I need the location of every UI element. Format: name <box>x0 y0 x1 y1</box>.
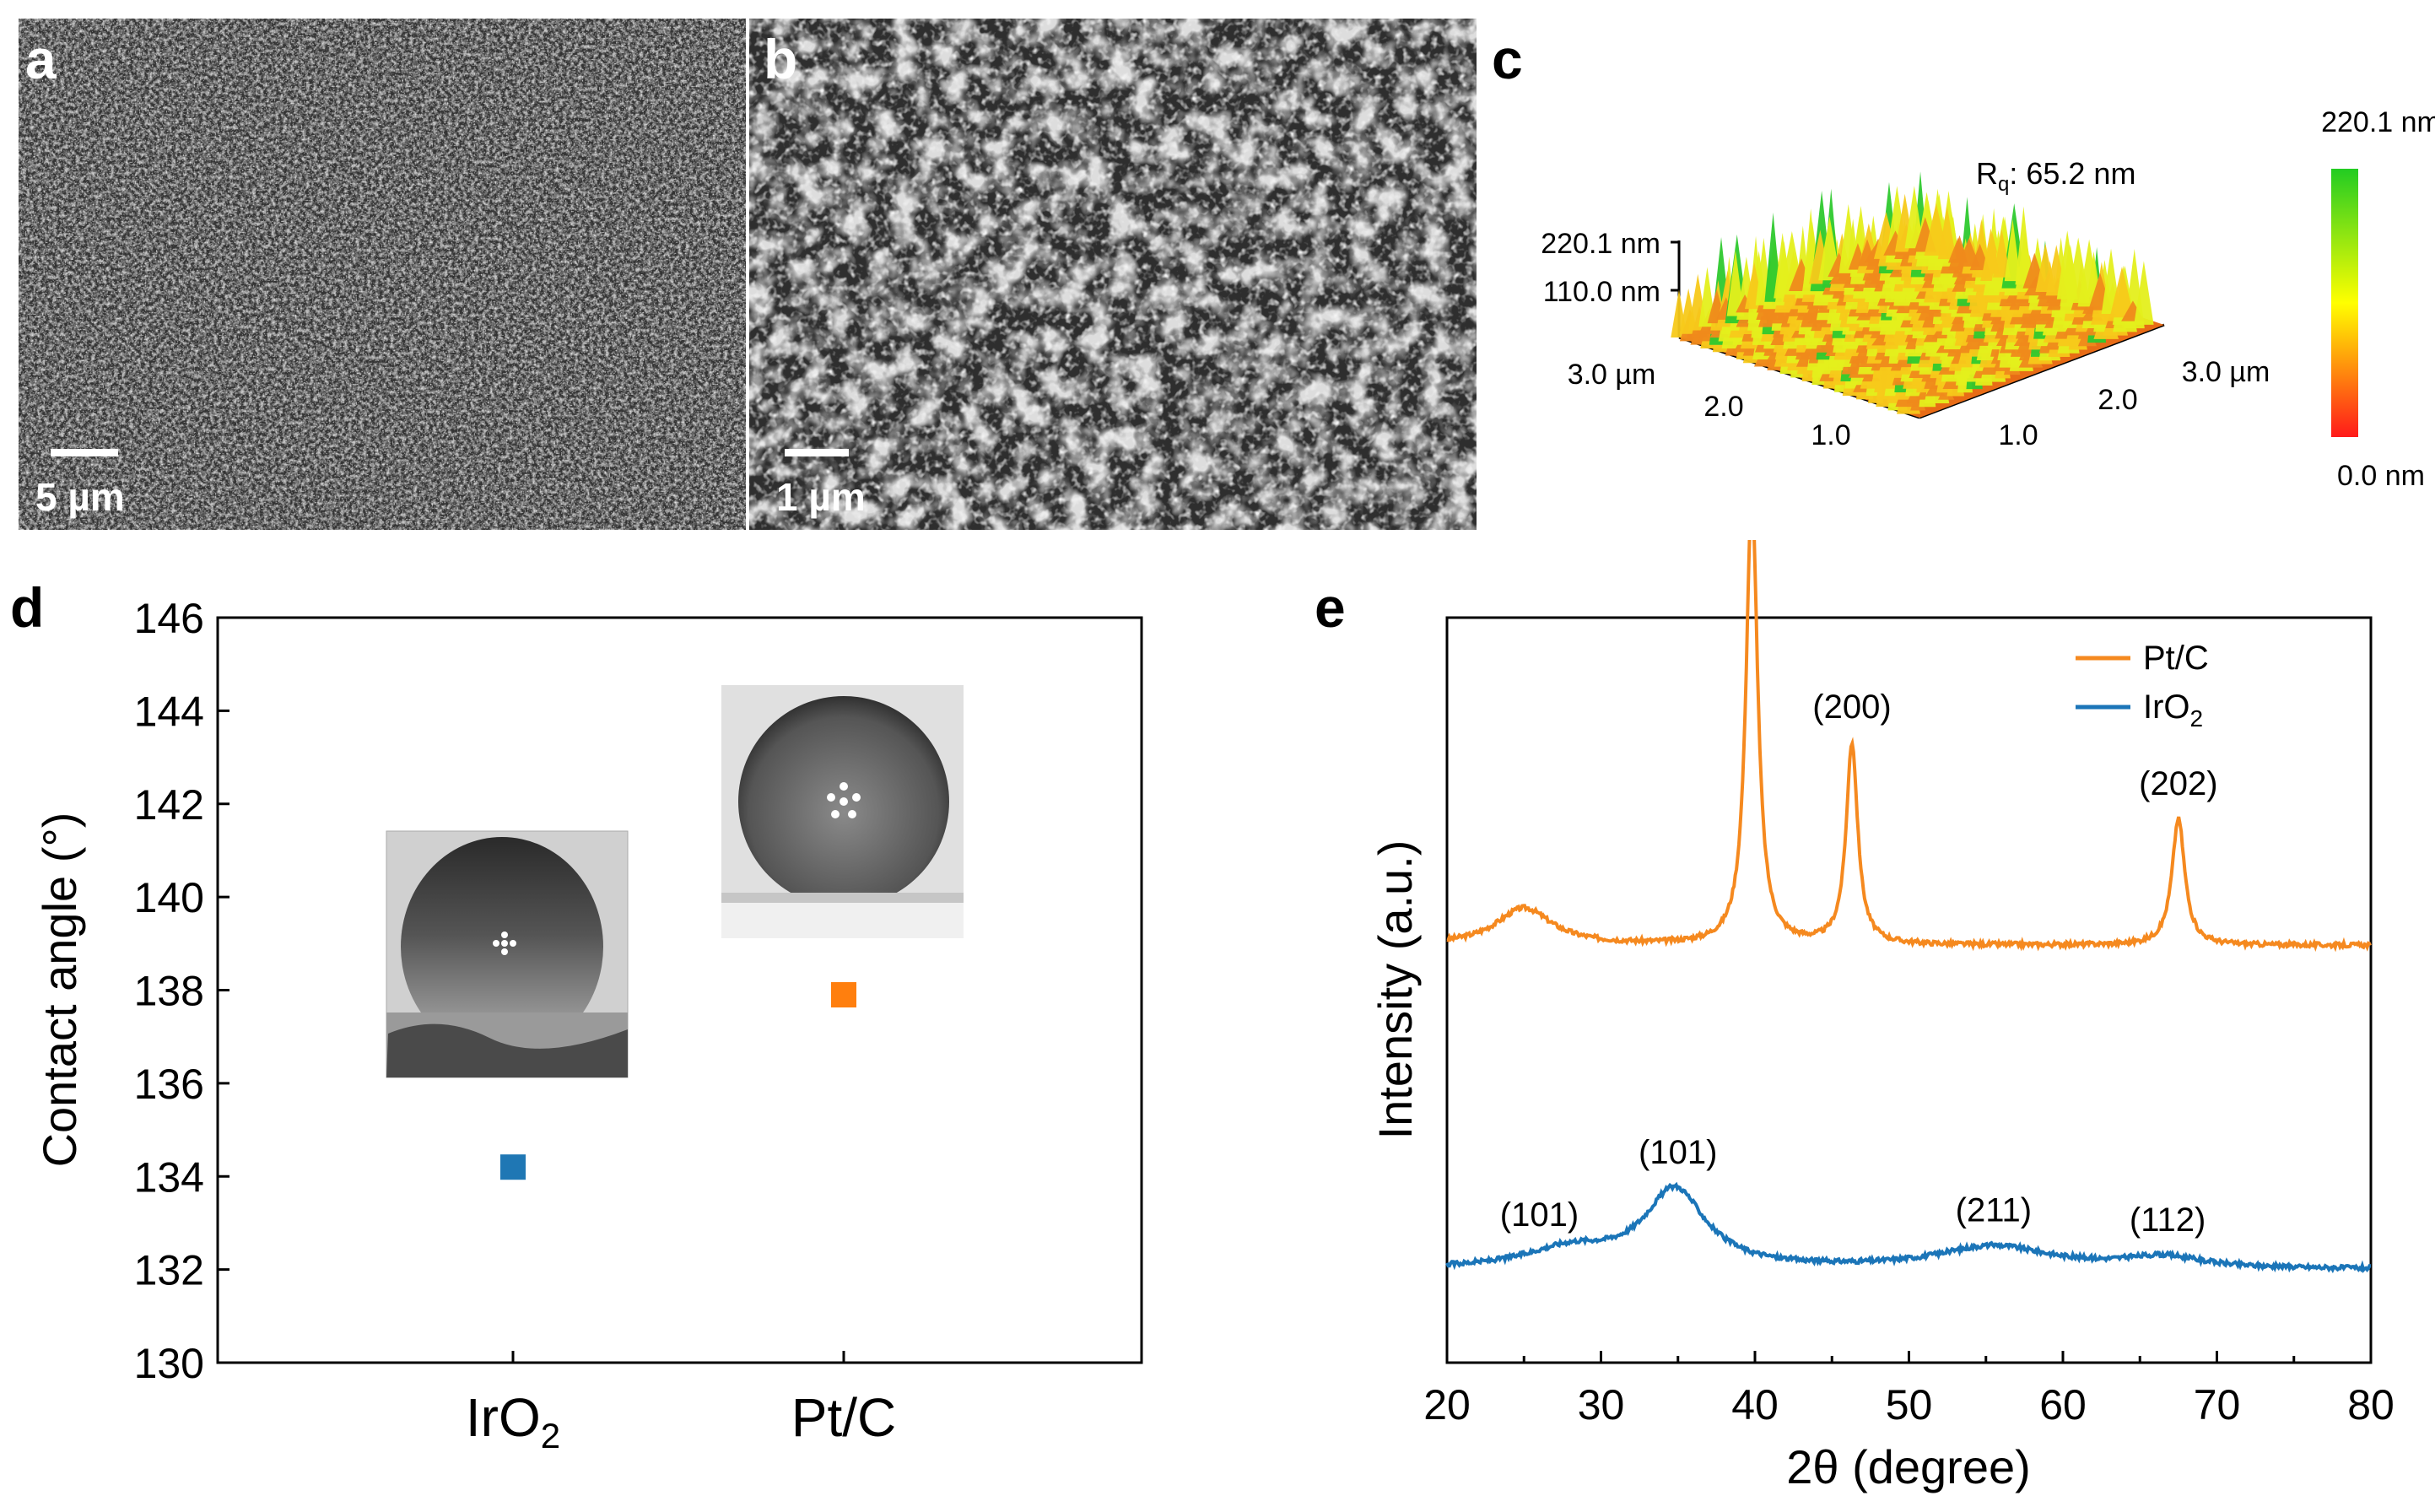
chart-d-xtick-label: IrO2 <box>466 1387 560 1455</box>
chart-d-ytick-label: 138 <box>134 968 204 1015</box>
chart-d-ytick-label: 134 <box>134 1153 204 1201</box>
chart-e-legend-label: IrO2 <box>2143 688 2203 732</box>
panel-letter-a-overlay: a <box>25 28 57 90</box>
sem-image-b: 1 µm <box>749 19 1477 530</box>
chart-d-point <box>500 1154 526 1180</box>
panel-letter-b-overlay: b <box>764 28 798 90</box>
chart-d-ytick-label: 136 <box>134 1061 204 1108</box>
colorbar-max-label: 220.1 nm <box>2321 106 2435 138</box>
chart-e-xtick-label: 70 <box>2194 1381 2241 1428</box>
panel-letter-c: c <box>1492 28 1523 90</box>
chart-e-peak-label: (200) <box>1812 688 1891 726</box>
afm-x-tick-1: 2.0 <box>2098 384 2137 416</box>
afm-y-tick-2: 1.0 <box>1811 419 1850 451</box>
afm-spike <box>1992 229 2011 278</box>
chart-e-xtick-label: 50 <box>1886 1381 1933 1428</box>
afm-rq-label: Rq: 65.2 nm <box>1976 156 2135 196</box>
chart-d-ytick-label: 146 <box>134 595 204 642</box>
chart-d-ytick-label: 132 <box>134 1247 204 1294</box>
chart-d-point <box>831 982 856 1008</box>
chart-e-peak-label: (211) <box>1956 1192 2032 1229</box>
scale-label-b: 1 µm <box>776 475 866 519</box>
afm-spike <box>1937 206 1957 260</box>
chart-e-ylabel: Intensity (a.u.) <box>1369 840 1422 1140</box>
afm-surface <box>1671 171 2164 418</box>
panel-letter-e: e <box>1315 576 1346 639</box>
afm-spike <box>2015 206 2033 285</box>
afm-spike <box>1838 203 1859 273</box>
afm-z-label-mid: 110.0 nm <box>1543 276 1660 308</box>
chart-e-series-line <box>1445 1181 2372 1274</box>
chart-d-ytick-label: 130 <box>134 1340 204 1387</box>
afm-spike <box>1982 228 2000 274</box>
scale-bar-b <box>785 449 849 456</box>
afm-y-tick-1: 2.0 <box>1703 391 1743 423</box>
chart-e-series-line <box>1446 540 2372 953</box>
chart-d-frame <box>216 616 1143 1364</box>
chart-e-peak-label: (101) <box>1500 1196 1579 1234</box>
chart-d-ytick-label: 140 <box>134 874 204 921</box>
afm-x-tick-2: 3.0 µm <box>2182 356 2270 388</box>
afm-spike <box>2004 219 2022 282</box>
chart-e-peak-label: (112) <box>2130 1202 2206 1239</box>
panel-letter-d: d <box>10 576 45 639</box>
afm-panel: Rq: 65.2 nm 220.1 nm 110.0 nm 3.0 µm 2.0… <box>1541 106 2435 492</box>
scale-label-a: 5 µm <box>35 475 125 519</box>
chart-e-xlabel: 2θ (degree) <box>1786 1440 2031 1493</box>
afm-spike <box>1904 186 1925 249</box>
chart-d: 130 132 134 136 138 140 142 144 146 IrO2 Pt/C Con… <box>33 595 1143 1455</box>
scale-bar-a <box>51 449 118 456</box>
chart-e-legend-label: Pt/C <box>2143 640 2209 677</box>
chart-e-xtick-label: 30 <box>1578 1381 1625 1428</box>
sem-image-a: 5 µm <box>19 19 746 530</box>
chart-e-xtick-label: 60 <box>2039 1381 2087 1428</box>
droplet-inset-ptc <box>721 685 964 938</box>
afm-z-label-top: 220.1 nm <box>1541 228 1660 260</box>
afm-x-tick-0: 1.0 <box>1998 419 2038 451</box>
droplet-inset-iro2 <box>386 830 629 1078</box>
chart-e-frame <box>1445 616 2373 1364</box>
chart-e-xtick-label: 80 <box>2347 1381 2395 1428</box>
chart-d-ytick-label: 144 <box>134 688 204 735</box>
chart-d-xtick-label: Pt/C <box>791 1387 896 1448</box>
chart-e-xtick-label: 40 <box>1731 1381 1779 1428</box>
colorbar-min-label: 0.0 nm <box>2337 460 2425 492</box>
chart-d-ylabel: Contact angle (°) <box>33 813 86 1168</box>
afm-spike <box>2109 267 2135 318</box>
afm-spike <box>2134 261 2154 325</box>
chart-e-peak-label: (101) <box>1639 1134 1717 1171</box>
colorbar <box>2331 169 2358 437</box>
chart-d-ytick-label: 142 <box>134 781 204 829</box>
afm-y-tick-0: 3.0 µm <box>1568 359 1656 391</box>
chart-e-xtick-label: 20 <box>1423 1381 1471 1428</box>
chart-e-peak-label: (202) <box>2139 765 2217 802</box>
